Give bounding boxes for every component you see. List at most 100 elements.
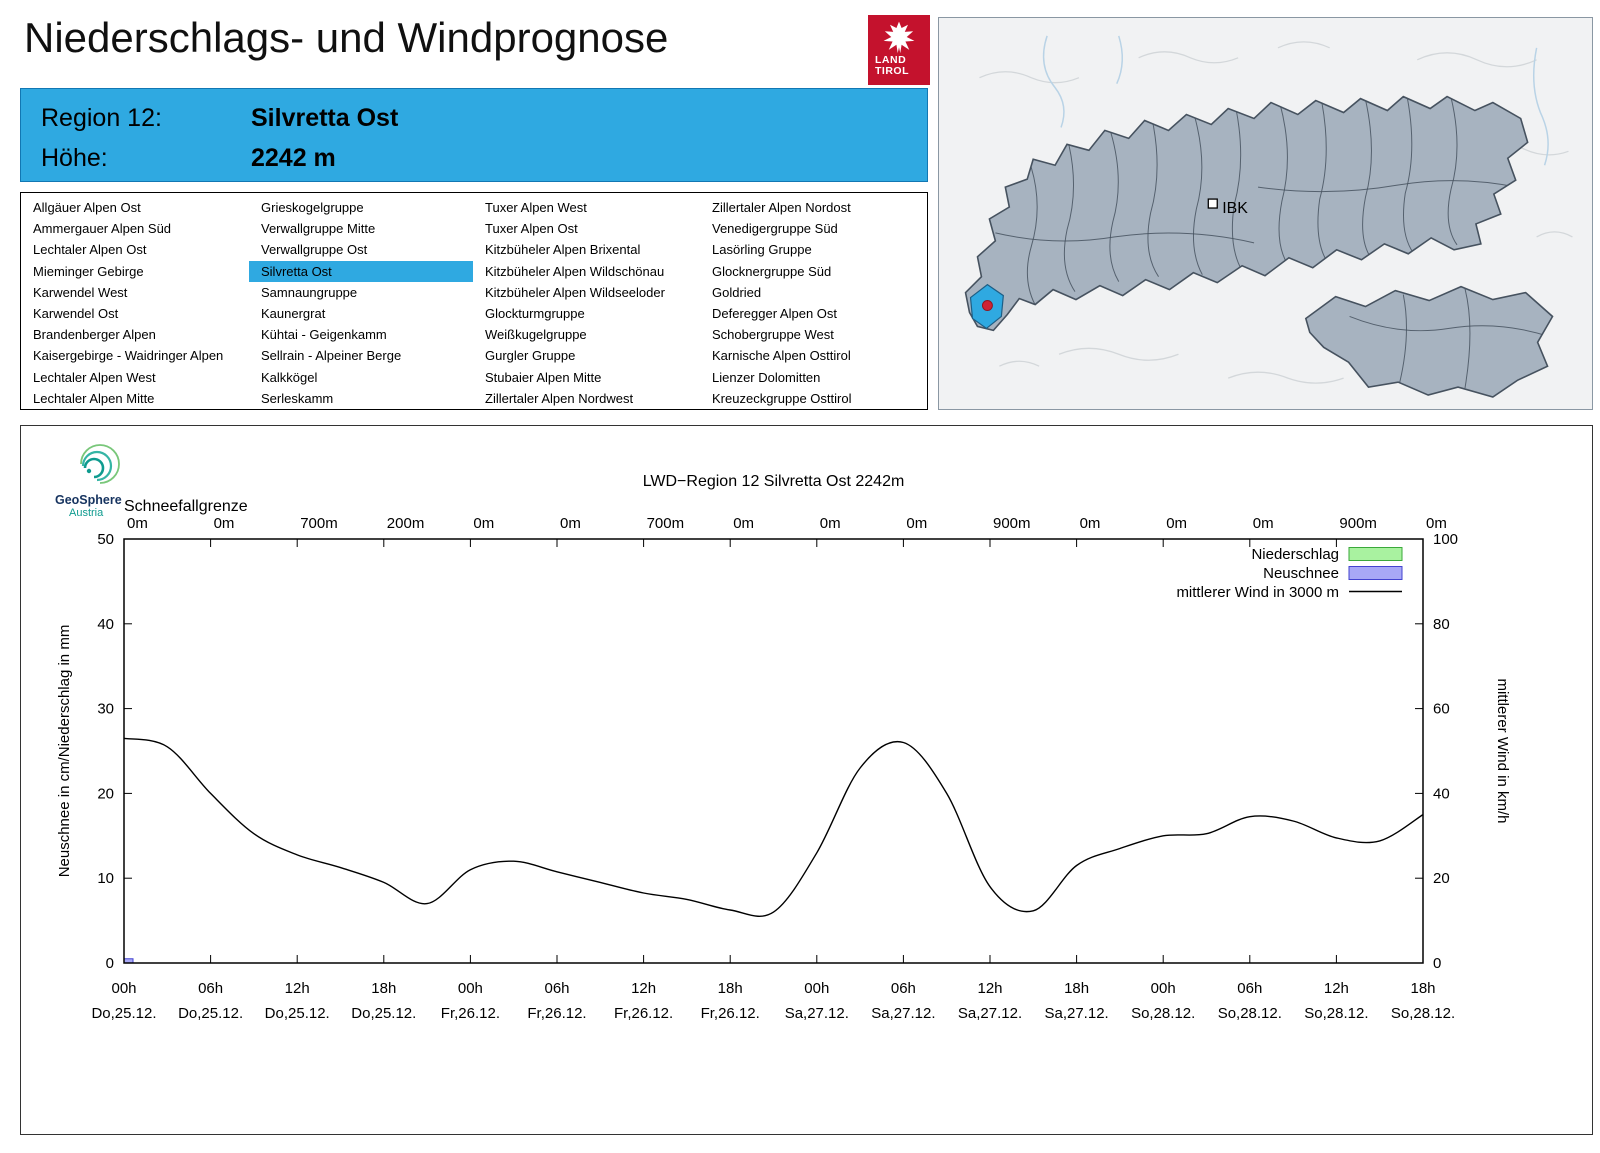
tirol-map[interactable]: IBK (938, 17, 1593, 410)
x-tick-date: Sa,27.12. (785, 1005, 849, 1022)
region-list-item[interactable]: Lechtaler Alpen Mitte (33, 390, 155, 406)
region-info-box: Region 12: Silvretta Ost Höhe: 2242 m (20, 88, 928, 182)
y-axis-label-right: mittlerer Wind in km/h (1494, 678, 1511, 823)
region-marker-dot (981, 300, 993, 312)
snowline-value: 0m (1080, 515, 1101, 532)
region-list-item[interactable]: Zillertaler Alpen Nordost (712, 200, 851, 215)
district-borders (995, 97, 1517, 309)
x-tick-hour: 06h (891, 980, 916, 997)
region-list-item[interactable]: Mieminger Gebirge (33, 263, 144, 279)
region-list-column: Zillertaler Alpen Nordost Venedigergruppe… (700, 197, 927, 409)
snowline-value: 0m (906, 515, 927, 532)
region-list-item[interactable]: Stubaier Alpen Mitte (485, 369, 602, 385)
tirol-logo-text: LAND TIROL (868, 55, 909, 77)
x-tick-hour: 12h (285, 980, 310, 997)
region-list-item[interactable]: Kitzbüheler Alpen Brixental (485, 242, 641, 258)
region-list-item[interactable]: Glockturmgruppe (485, 305, 585, 321)
x-tick-date: Sa,27.12. (1044, 1005, 1108, 1022)
x-tick-date: Fr,26.12. (614, 1005, 673, 1022)
region-list-item[interactable]: Lechtaler Alpen West (33, 369, 156, 385)
region-list-item[interactable]: Kitzbüheler Alpen Wildseeloder (485, 284, 665, 300)
x-tick-date: Sa,27.12. (958, 1005, 1022, 1022)
region-list-item[interactable]: Ammergauer Alpen Süd (33, 221, 172, 237)
region-list-item[interactable]: Deferegger Alpen Ost (712, 305, 838, 321)
region-list-item-selected[interactable]: Silvretta Ost (249, 260, 473, 282)
altitude-label: Höhe: (41, 143, 108, 172)
y-tick-left: 30 (97, 701, 114, 718)
river-lines (1042, 35, 1549, 166)
region-list-item[interactable]: Kreuzeckgruppe Osttirol (712, 390, 852, 406)
region-list-item[interactable]: Karnische Alpen Osttirol (712, 348, 851, 364)
x-tick-hour: 00h (111, 980, 136, 997)
x-tick-hour: 06h (198, 980, 223, 997)
x-tick-date: Do,25.12. (351, 1005, 416, 1022)
snowline-value: 0m (733, 515, 754, 532)
region-list-item[interactable]: Lienzer Dolomitten (712, 369, 821, 385)
region-list-item[interactable]: Kaisergebirge - Waidringer Alpen (33, 348, 224, 364)
chart-title: LWD−Region 12 Silvretta Ost 2242m (643, 473, 905, 490)
x-tick-hour: 18h (718, 980, 743, 997)
x-tick-hour: 06h (544, 980, 569, 997)
region-list-item[interactable]: Karwendel Ost (33, 305, 119, 321)
region-list-item[interactable]: Venedigergruppe Süd (712, 221, 838, 237)
page-title: Niederschlags- und Windprognose (24, 14, 669, 61)
terrain-texture (979, 41, 1573, 384)
geosphere-country: Austria (69, 507, 104, 519)
forecast-chart: LWD−Region 12 Silvretta Ost 2242m Schneef… (56, 473, 1511, 1022)
legend-label: mittlerer Wind in 3000 m (1176, 584, 1339, 601)
snowline-label: Schneefallgrenze (124, 498, 248, 515)
x-tick-hour: 00h (458, 980, 483, 997)
snowline-value: 700m (300, 515, 338, 532)
east-tirol-region (1304, 285, 1554, 398)
east-tirol-district-borders (1349, 288, 1549, 389)
region-list-item[interactable]: Serleskamm (261, 390, 334, 406)
region-list-item[interactable]: Zillertaler Alpen Nordwest (485, 390, 634, 406)
region-list-item[interactable]: Glocknergruppe Süd (712, 263, 832, 279)
y-tick-right: 80 (1433, 616, 1450, 633)
x-tick-hour: 06h (1237, 980, 1262, 997)
region-list-item[interactable]: Lechtaler Alpen Ost (33, 242, 147, 258)
tirol-eagle-icon (883, 21, 915, 54)
y-axis-label-left: Neuschnee in cm/Niederschlag in mm (56, 625, 73, 878)
region-list-column: Grieskogelgruppe Verwallgruppe Mitte Verwa… (249, 197, 473, 409)
region-list-item[interactable]: Weißkugelgruppe (485, 327, 587, 343)
snowline-value: 0m (1426, 515, 1447, 532)
x-tick-date: So,28.12. (1391, 1005, 1455, 1022)
y-tick-right: 100 (1433, 531, 1458, 548)
region-list-item[interactable]: Samnaungruppe (261, 284, 358, 300)
region-list-item[interactable]: Verwallgruppe Ost (261, 242, 368, 258)
altitude-row: Höhe: 2242 m (41, 138, 927, 178)
region-list-item[interactable]: Allgäuer Alpen Ost (33, 200, 141, 215)
region-list-item[interactable]: Gurgler Gruppe (485, 348, 576, 364)
region-list-item[interactable]: Brandenberger Alpen (33, 327, 156, 343)
region-list-item[interactable]: Lasörling Gruppe (712, 242, 812, 258)
region-list-item[interactable]: Tuxer Alpen West (485, 200, 587, 215)
legend-swatch (1348, 566, 1403, 580)
ibk-marker (1207, 198, 1218, 209)
x-tick-hour: 12h (977, 980, 1002, 997)
region-list-item[interactable]: Karwendel West (33, 284, 128, 300)
region-list-item[interactable]: Grieskogelgruppe (261, 200, 364, 215)
plot-frame (123, 538, 1424, 964)
x-tick-hour: 00h (804, 980, 829, 997)
altitude-value: 2242 m (251, 143, 336, 172)
region-list-item[interactable]: Kitzbüheler Alpen Wildschönau (485, 263, 665, 279)
region-list-item[interactable]: Kühtai - Geigenkamm (261, 327, 387, 343)
x-tick-hour: 00h (1151, 980, 1176, 997)
region-list-item[interactable]: Tuxer Alpen Ost (485, 221, 578, 237)
legend-swatch (1348, 547, 1403, 561)
x-tick-date: Sa,27.12. (871, 1005, 935, 1022)
region-list-item[interactable]: Sellrain - Alpeiner Berge (261, 348, 402, 364)
map-city-label: IBK (1222, 200, 1248, 217)
x-tick-date: Do,25.12. (265, 1005, 330, 1022)
region-list-item[interactable]: Kaunergrat (261, 305, 326, 321)
tirol-map-svg: IBK (964, 35, 1573, 398)
region-list-item[interactable]: Kalkkögel (261, 369, 318, 385)
region-list-item[interactable]: Verwallgruppe Mitte (261, 221, 376, 237)
region-list-item[interactable]: Goldried (712, 284, 762, 300)
x-tick-date: So,28.12. (1218, 1005, 1282, 1022)
snowline-value: 900m (993, 515, 1031, 532)
y-tick-right: 20 (1433, 870, 1450, 887)
region-label: Region 12: (41, 103, 162, 132)
region-list-item[interactable]: Schobergruppe West (712, 327, 834, 343)
